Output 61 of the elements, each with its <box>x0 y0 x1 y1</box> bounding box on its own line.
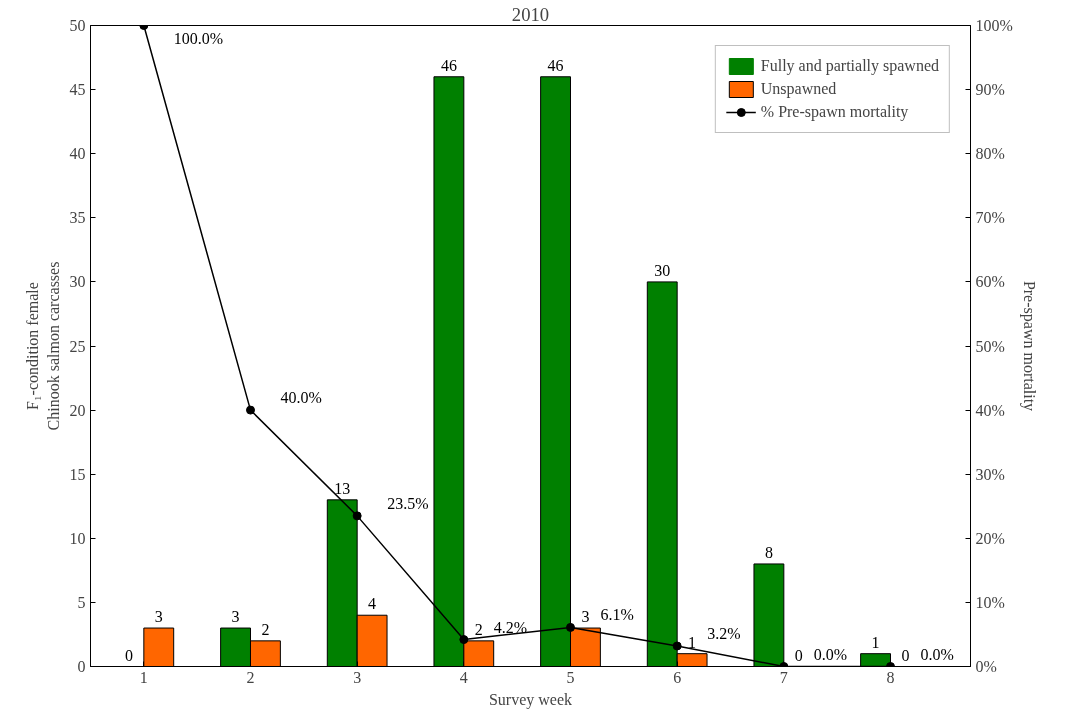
data-label: 2 <box>261 620 270 638</box>
data-label: 8 <box>764 543 773 561</box>
y-axis-title: F₁-condition female Chinook salmon carcasses <box>24 261 62 431</box>
y-tick-label: 35 <box>69 209 86 227</box>
y2-tick-label: 90% <box>975 81 1005 99</box>
chart-title: 2010 <box>511 3 550 25</box>
data-label: 1 <box>871 633 880 651</box>
data-label: 0 <box>124 646 133 664</box>
y-tick-label: 15 <box>69 465 86 483</box>
data-label: 4.2% <box>493 618 528 636</box>
data-label: 46 <box>440 56 457 74</box>
y2-axis-title: Pre-spawn mortality <box>1019 280 1038 412</box>
x-tick-label: 1 <box>139 668 148 686</box>
x-tick-label: 7 <box>779 668 788 686</box>
x-tick-label: 3 <box>353 668 362 686</box>
legend-label: Fully and partially spawned <box>760 57 939 75</box>
x-tick-label: 6 <box>673 668 682 686</box>
data-label: 13 <box>334 479 351 497</box>
y-tick-label: 45 <box>69 81 86 99</box>
x-tick-label: 5 <box>566 668 575 686</box>
data-label: 23.5% <box>387 494 429 512</box>
data-label: 4 <box>368 595 377 613</box>
y-tick-label: 5 <box>77 593 86 611</box>
y-tick-label: 30 <box>69 273 86 291</box>
y2-tick-label: 10% <box>975 593 1005 611</box>
data-label: 2 <box>474 620 483 638</box>
y2-tick-label: 40% <box>975 401 1005 419</box>
y2-tick-label: 0% <box>975 658 997 675</box>
y-tick-label: 40 <box>69 145 86 163</box>
y2-tick-label: 70% <box>975 209 1005 227</box>
data-label: 0 <box>794 646 803 664</box>
y2-tick-label: 80% <box>975 145 1005 163</box>
y-tick-label: 10 <box>69 529 86 547</box>
x-tick-label: 8 <box>886 668 895 686</box>
y-tick-label: 25 <box>69 337 86 355</box>
data-label: 3.2% <box>707 624 741 642</box>
data-label: 46 <box>547 56 564 74</box>
y2-tick-label: 20% <box>975 529 1005 547</box>
legend-label: Unspawned <box>760 80 837 98</box>
y2-tick-label: 60% <box>975 273 1005 291</box>
y2-tick-label: 50% <box>975 337 1005 355</box>
data-label: 30 <box>654 261 671 279</box>
data-label: 40.0% <box>280 389 322 407</box>
legend-label: % Pre-spawn mortality <box>760 103 909 121</box>
data-label: 3 <box>154 608 163 626</box>
y2-tick-label: 30% <box>975 465 1005 483</box>
x-tick-label: 4 <box>459 668 468 686</box>
data-label: 3 <box>231 608 240 626</box>
x-axis-title: Survey week <box>488 690 573 709</box>
data-label: 100.0% <box>173 29 224 47</box>
data-label: 3 <box>581 608 590 626</box>
data-label: 1 <box>688 633 697 651</box>
data-label: 0.0% <box>813 645 848 663</box>
data-label: 0 <box>901 646 910 664</box>
data-label: 0.0% <box>920 645 954 663</box>
x-tick-label: 2 <box>246 668 255 686</box>
y-tick-label: 20 <box>69 401 86 419</box>
y-tick-label: 50 <box>69 17 86 34</box>
y2-tick-label: 100% <box>975 17 1013 34</box>
y-tick-label: 0 <box>77 658 86 675</box>
data-label: 6.1% <box>600 606 634 624</box>
